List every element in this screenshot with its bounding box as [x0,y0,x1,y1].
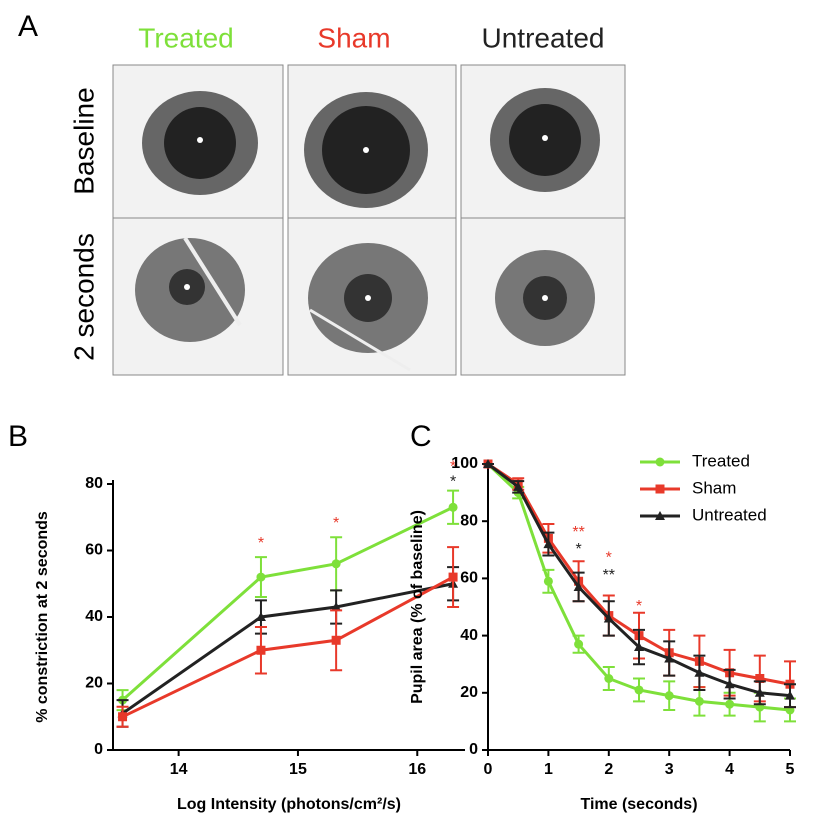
line [121,575,454,719]
annotation: * [450,474,456,491]
legend-marker [655,484,665,494]
marker [604,674,614,683]
legend-marker [655,511,665,520]
x-tick-label: 16 [408,761,426,778]
y-tick-label: 40 [460,627,478,644]
y-tick-label: 20 [85,675,103,692]
annotation: * [606,550,612,567]
legend-label: Untreated [692,505,767,524]
annotation: * [450,459,456,476]
series [116,546,460,728]
marker [543,576,553,586]
panel-label: A [18,10,38,43]
x-tick-label: 0 [484,761,493,778]
y-axis-label: % constriction at 2 seconds [34,511,51,723]
marker [543,539,554,549]
marker [603,613,614,623]
marker [331,559,341,569]
series [482,459,796,723]
y-tick-label: 40 [85,608,103,625]
marker [634,642,644,652]
legend-marker [655,457,665,467]
series [482,459,796,709]
legend-label: Sham [692,478,736,497]
marker [255,612,266,621]
y-tick-label: 80 [85,475,103,492]
marker [634,685,644,695]
marker [331,602,342,612]
y-tick-label: 0 [469,741,478,758]
marker [754,687,765,697]
marker [448,502,458,512]
x-tick-label: 4 [725,761,734,778]
series [482,459,796,709]
column-header: Untreated [482,22,605,53]
photo [112,64,284,219]
x-tick-label: 3 [665,761,674,778]
marker [755,674,765,683]
y-tick-label: 60 [85,542,103,559]
marker [574,639,584,649]
row-label: 2 seconds [68,233,99,361]
panel-label: C [410,420,432,453]
y-tick-label: 60 [460,570,478,587]
marker [725,699,735,709]
marker [331,635,341,645]
annotation: ** [603,567,615,584]
legend-label: Treated [692,451,750,470]
x-tick-label: 2 [604,761,613,778]
column-header: Treated [138,22,233,53]
photo [460,64,626,219]
line [121,582,454,715]
y-tick-label: 0 [94,741,103,758]
y-tick-label: 20 [460,684,478,701]
photo [287,64,457,219]
marker [573,581,584,591]
photo [460,217,626,376]
photo [287,217,457,376]
annotation: * [575,541,581,558]
marker [785,690,795,700]
marker [694,667,705,677]
marker [256,572,266,582]
panel-a-images [112,64,626,376]
annotation: * [636,598,642,615]
x-axis-label: Time (seconds) [580,796,697,813]
line [486,462,791,712]
x-tick-label: 15 [289,761,307,778]
annotation: * [333,515,339,532]
y-tick-label: 80 [460,512,478,529]
annotation: ** [572,524,584,541]
marker [694,696,704,706]
marker [724,679,735,689]
line [121,505,454,702]
marker [664,691,674,701]
y-tick-label: 100 [451,455,478,472]
marker [448,572,458,582]
marker [483,459,493,468]
marker [256,645,266,655]
x-tick-label: 14 [170,761,188,778]
marker [664,653,675,663]
series [116,566,460,728]
marker [118,712,128,722]
column-header: Sham [317,22,390,53]
x-axis-label: Log Intensity (photons/cm²/s) [177,796,401,813]
y-axis-label: Pupil area (% of baseline) [409,510,426,704]
x-tick-label: 1 [544,761,553,778]
panel-label: B [8,420,28,453]
x-tick-label: 5 [786,761,795,778]
photo [112,217,284,376]
annotation: * [258,535,264,552]
row-label: Baseline [68,87,99,194]
marker [513,481,524,491]
